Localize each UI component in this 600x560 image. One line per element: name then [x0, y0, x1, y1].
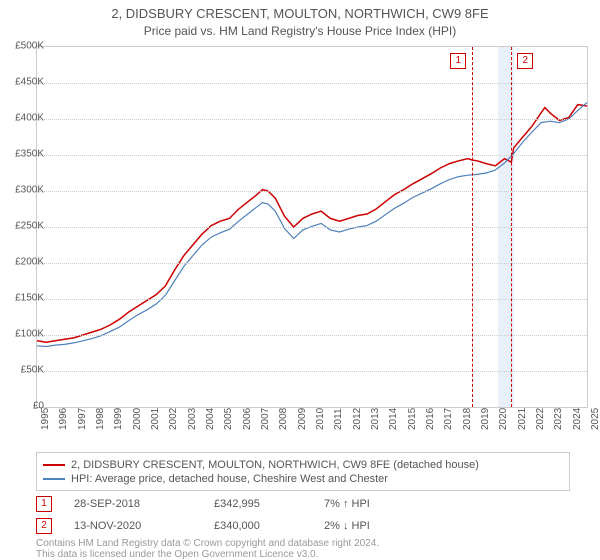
x-axis-tick: 1999: [113, 408, 124, 430]
x-axis-tick: 1997: [77, 408, 88, 430]
legend-row-series2: HPI: Average price, detached house, Ches…: [43, 472, 563, 486]
gridline-h: [37, 155, 587, 156]
transaction-hpi: 7% ↑ HPI: [324, 498, 370, 510]
x-axis-tick: 2017: [443, 408, 454, 430]
transaction-price: £342,995: [214, 498, 324, 510]
gridline-h: [37, 335, 587, 336]
transaction-date: 13-NOV-2020: [74, 520, 214, 532]
event-marker-line: [472, 47, 473, 407]
x-axis-tick: 1998: [95, 408, 106, 430]
y-axis-tick: £350K: [0, 149, 44, 160]
x-axis-tick: 2007: [260, 408, 271, 430]
x-axis-tick: 2020: [498, 408, 509, 430]
x-axis-tick: 2011: [333, 408, 344, 430]
x-axis-tick: 2023: [553, 408, 564, 430]
footer-line1: Contains HM Land Registry data © Crown c…: [36, 538, 379, 549]
x-axis-tick: 2004: [205, 408, 216, 430]
y-axis-tick: £200K: [0, 257, 44, 268]
gridline-h: [37, 299, 587, 300]
gridline-h: [37, 371, 587, 372]
x-axis-tick: 2002: [168, 408, 179, 430]
event-marker-badge: 2: [517, 53, 533, 69]
x-axis-tick: 2006: [242, 408, 253, 430]
x-axis-tick: 2013: [370, 408, 381, 430]
chart-plot-area: 1995199619971998199920002001200220032004…: [36, 46, 588, 408]
y-axis-tick: £500K: [0, 41, 44, 52]
y-axis-tick: £100K: [0, 329, 44, 340]
x-axis-tick: 2022: [535, 408, 546, 430]
y-axis-tick: £0: [0, 401, 44, 412]
x-axis-tick: 2005: [223, 408, 234, 430]
event-marker-badge: 1: [450, 53, 466, 69]
gridline-h: [37, 227, 587, 228]
transactions-block: 1 28-SEP-2018 £342,995 7% ↑ HPI 2 13-NOV…: [36, 496, 556, 540]
x-axis-tick: 2024: [572, 408, 583, 430]
attribution-footer: Contains HM Land Registry data © Crown c…: [36, 538, 590, 560]
gridline-h: [37, 83, 587, 84]
y-axis-tick: £400K: [0, 113, 44, 124]
x-axis-tick: 2003: [187, 408, 198, 430]
transaction-date: 28-SEP-2018: [74, 498, 214, 510]
transaction-badge: 1: [36, 496, 52, 512]
y-axis-tick: £150K: [0, 293, 44, 304]
legend-swatch-series2: [43, 478, 65, 480]
transaction-badge: 2: [36, 518, 52, 534]
y-axis-tick: £250K: [0, 221, 44, 232]
x-axis-tick: 2018: [462, 408, 473, 430]
y-axis-tick: £50K: [0, 365, 44, 376]
gridline-h: [37, 263, 587, 264]
transaction-row: 1 28-SEP-2018 £342,995 7% ↑ HPI: [36, 496, 556, 512]
transaction-hpi: 2% ↓ HPI: [324, 520, 370, 532]
legend-swatch-series1: [43, 464, 65, 466]
legend-label-series1: 2, DIDSBURY CRESCENT, MOULTON, NORTHWICH…: [71, 458, 479, 472]
x-axis-tick: 2009: [297, 408, 308, 430]
x-axis-tick: 1996: [58, 408, 69, 430]
x-axis-tick: 2010: [315, 408, 326, 430]
x-axis-tick: 2000: [132, 408, 143, 430]
x-axis-tick: 2025: [590, 408, 600, 430]
y-axis-tick: £300K: [0, 185, 44, 196]
transaction-row: 2 13-NOV-2020 £340,000 2% ↓ HPI: [36, 518, 556, 534]
x-axis-tick: 2016: [425, 408, 436, 430]
transaction-price: £340,000: [214, 520, 324, 532]
legend-box: 2, DIDSBURY CRESCENT, MOULTON, NORTHWICH…: [36, 452, 570, 491]
x-axis-tick: 2019: [480, 408, 491, 430]
x-axis-tick: 2008: [278, 408, 289, 430]
x-axis-tick: 2015: [407, 408, 418, 430]
footer-line2: This data is licensed under the Open Gov…: [36, 549, 318, 560]
event-marker-line: [511, 47, 512, 407]
x-axis-tick: 2014: [388, 408, 399, 430]
series-hpi: [37, 102, 587, 346]
y-axis-tick: £450K: [0, 77, 44, 88]
legend-label-series2: HPI: Average price, detached house, Ches…: [71, 472, 388, 486]
gridline-h: [37, 191, 587, 192]
legend-row-series1: 2, DIDSBURY CRESCENT, MOULTON, NORTHWICH…: [43, 458, 563, 472]
x-axis-tick: 2001: [150, 408, 161, 430]
x-axis-tick: 2021: [517, 408, 528, 430]
x-axis-tick: 2012: [352, 408, 363, 430]
chart-subtitle: Price paid vs. HM Land Registry's House …: [0, 24, 600, 38]
chart-title: 2, DIDSBURY CRESCENT, MOULTON, NORTHWICH…: [0, 6, 600, 21]
series-price_paid: [37, 105, 587, 343]
gridline-h: [37, 119, 587, 120]
